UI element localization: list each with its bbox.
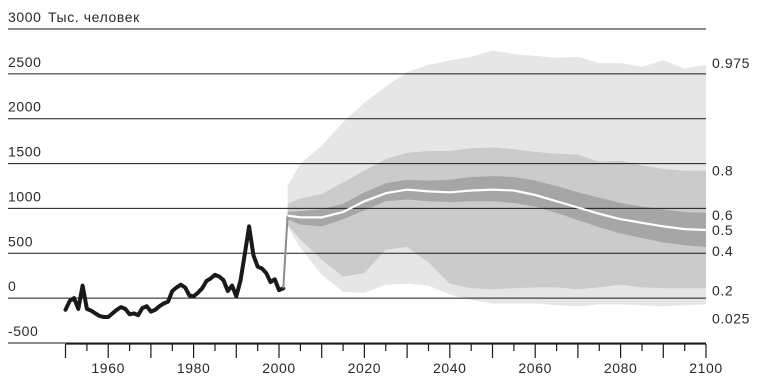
quantile-label-0.4: 0.4: [712, 243, 733, 259]
band-0.4-0.6: [287, 176, 706, 247]
y-tick-label: 2000: [8, 99, 42, 115]
quantile-label-0.6: 0.6: [712, 207, 733, 223]
x-tick-label: 2080: [604, 360, 638, 376]
quantile-labels: 0.975 0.8 0.60.5 0.4 0.2 0.025: [712, 55, 750, 326]
y-tick-label: 500: [8, 233, 33, 249]
y-tick-labels: 3000 Тыс. человек 2500 2000 1500 1000 500 0 -500: [8, 9, 140, 339]
y-gridlines: [8, 28, 706, 344]
y-tick-label: 0: [8, 278, 16, 294]
x-tick-label: 2020: [348, 360, 382, 376]
quantile-label-0.5: 0.5: [712, 222, 733, 238]
x-tick-label: 2100: [689, 360, 723, 376]
forecast-bands: [287, 50, 706, 307]
x-tick-label: 1960: [91, 360, 125, 376]
x-tick-label: 1980: [177, 360, 211, 376]
quantile-label-0.975: 0.975: [712, 55, 750, 71]
y-tick-label: -500: [8, 323, 38, 339]
median-line: [287, 188, 707, 232]
x-tick-label: 2000: [262, 360, 296, 376]
y-tick-label: 2500: [8, 54, 42, 70]
quantile-label-0.8: 0.8: [712, 163, 733, 179]
unit-label: Тыс. человек: [48, 9, 140, 25]
x-tick-label: 2040: [433, 360, 467, 376]
y-tick-label: 3000: [8, 9, 42, 25]
data-lines: [63, 188, 707, 319]
y-tick-label: 1000: [8, 188, 42, 204]
x-tick-label: 2060: [518, 360, 552, 376]
x-axis: 1960 1980 2000 2020 2040 2060 2080 2100: [64, 343, 723, 376]
historical-line: [63, 224, 286, 319]
quantile-label-0.2: 0.2: [712, 282, 733, 298]
quantile-label-0.025: 0.025: [712, 310, 750, 326]
y-tick-label: 1500: [8, 144, 42, 160]
forecast-connector: [282, 215, 289, 289]
